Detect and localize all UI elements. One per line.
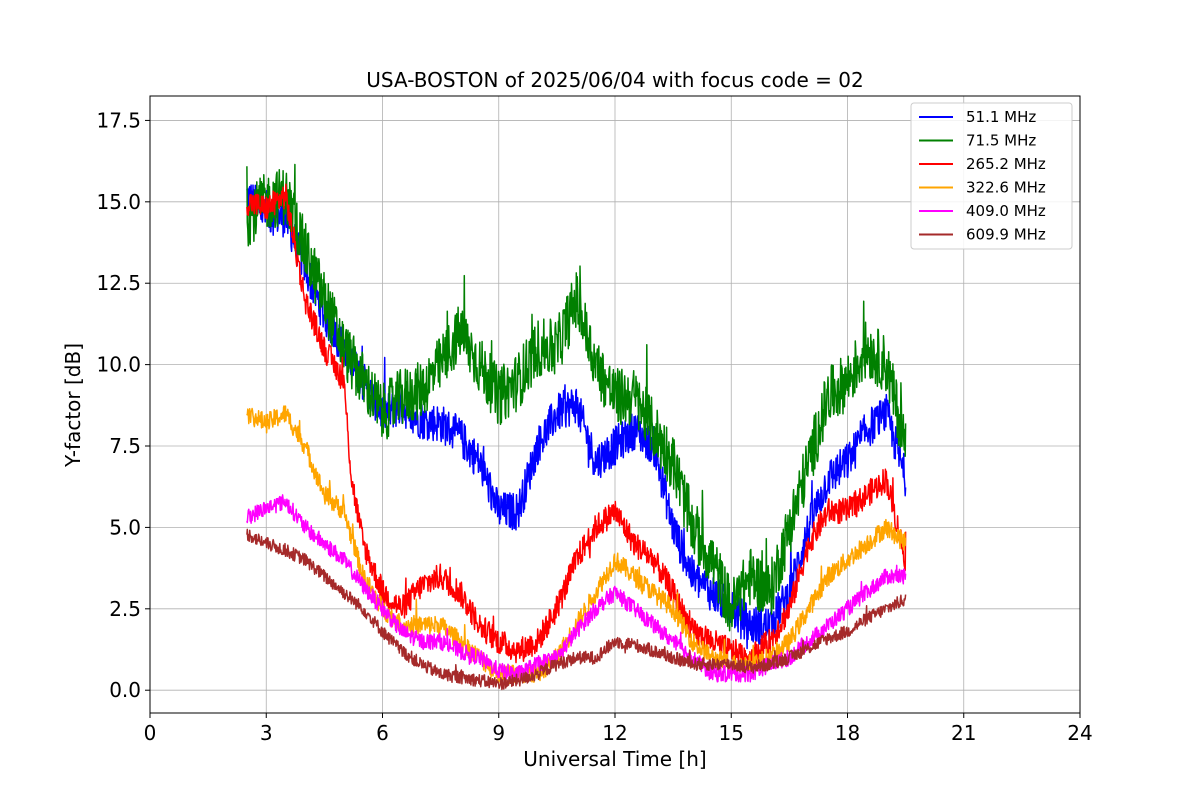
y-axis: 0.0 2.5 5.0 7.5 10.0 12.5 15.0 17.5 <box>96 108 150 702</box>
series-line <box>246 163 907 632</box>
y-tick-label: 2.5 <box>109 597 141 621</box>
legend-label: 51.1 MHz <box>966 108 1036 126</box>
y-tick-label: 7.5 <box>109 434 141 458</box>
y-tick-label: 10.0 <box>96 353 141 377</box>
legend-label: 71.5 MHz <box>966 132 1036 150</box>
y-tick-label: 5.0 <box>109 515 141 539</box>
series-line <box>246 183 907 671</box>
x-axis: 0 3 6 9 12 15 18 21 24 <box>144 713 1093 745</box>
chart-title: USA-BOSTON of 2025/06/04 with focus code… <box>366 68 863 92</box>
legend-label: 409.0 MHz <box>966 202 1046 220</box>
plot-lines <box>246 163 907 691</box>
x-tick-label: 15 <box>719 721 744 745</box>
x-tick-label: 24 <box>1067 721 1092 745</box>
series-line <box>246 405 907 685</box>
legend-label: 609.9 MHz <box>966 226 1046 244</box>
y-tick-label: 12.5 <box>96 271 141 295</box>
x-tick-label: 12 <box>602 721 627 745</box>
legend-label: 265.2 MHz <box>966 155 1046 173</box>
x-tick-label: 6 <box>376 721 389 745</box>
x-tick-label: 21 <box>951 721 976 745</box>
legend: 51.1 MHz 71.5 MHz 265.2 MHz 322.6 MHz 40… <box>910 102 1073 250</box>
y-axis-label: Y-factor [dB] <box>61 343 85 468</box>
x-tick-label: 9 <box>492 721 505 745</box>
y-tick-label: 0.0 <box>109 678 141 702</box>
series-line <box>246 528 907 691</box>
x-tick-label: 0 <box>144 721 157 745</box>
x-axis-label: Universal Time [h] <box>523 747 706 771</box>
x-tick-label: 18 <box>835 721 860 745</box>
y-tick-label: 17.5 <box>96 108 141 132</box>
legend-label: 322.6 MHz <box>966 179 1046 197</box>
y-tick-label: 15.0 <box>96 190 141 214</box>
x-tick-label: 3 <box>260 721 273 745</box>
